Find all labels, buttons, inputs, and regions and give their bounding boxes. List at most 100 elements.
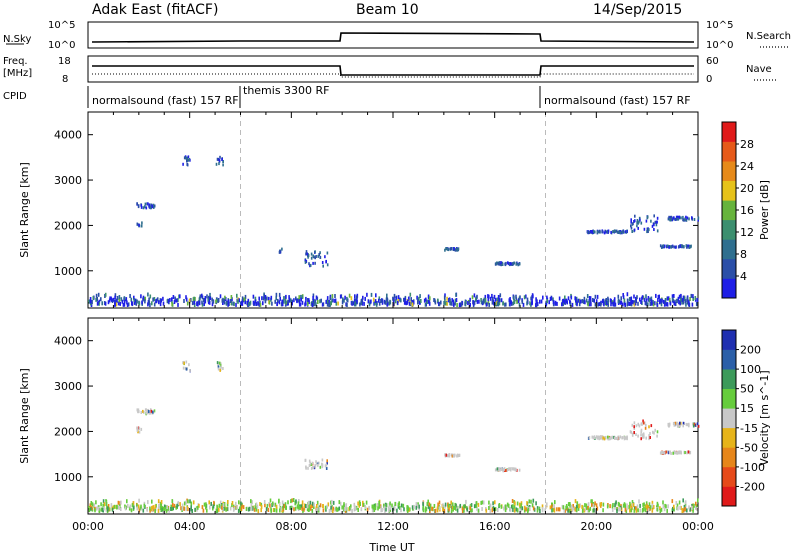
ground-scatter-point [165, 508, 168, 513]
echo-point [500, 467, 503, 471]
ground-scatter-point [628, 297, 631, 301]
ground-scatter-point [341, 505, 343, 510]
ground-scatter-point [424, 508, 427, 513]
ground-scatter-point [348, 293, 351, 298]
ground-scatter-point [170, 504, 173, 509]
ground-scatter-point [693, 503, 695, 508]
colorbar-segment [722, 369, 736, 389]
ground-scatter-point [692, 507, 694, 512]
ground-scatter-point [355, 295, 358, 300]
echo-point [137, 426, 140, 430]
ground-scatter-point [91, 502, 94, 507]
nsky-top-tick: 10^5 [48, 20, 75, 31]
ground-scatter-point [652, 302, 655, 307]
ground-scatter-point [202, 508, 205, 513]
ground-scatter-point [406, 507, 408, 512]
colorbar-segment [722, 408, 736, 429]
echo-point [503, 467, 505, 471]
ground-scatter-point [128, 506, 131, 511]
ground-scatter-point [532, 506, 535, 511]
echo-point [222, 160, 224, 163]
echo-point [638, 216, 641, 220]
echo-point [186, 156, 188, 160]
ground-scatter-point [278, 292, 281, 297]
ground-scatter-point [371, 504, 374, 509]
ground-scatter-point [275, 296, 277, 301]
ground-scatter-point [536, 506, 539, 511]
ground-scatter-point [697, 498, 699, 503]
colorbar-label: Velocity [m s^-1] [758, 370, 771, 465]
echo-point [667, 451, 670, 455]
echo-point [624, 437, 626, 440]
ground-scatter-point [623, 301, 626, 306]
ground-scatter-point [183, 506, 185, 511]
ground-scatter-point [185, 297, 188, 302]
ground-scatter-point [294, 506, 297, 511]
ground-scatter-point [190, 501, 193, 506]
ground-scatter-point [645, 501, 648, 506]
ground-scatter-point [98, 301, 100, 306]
ground-scatter-point [572, 504, 574, 508]
ground-scatter-point [342, 297, 344, 302]
ground-scatter-point [575, 508, 578, 513]
ground-scatter-point [284, 505, 287, 510]
ground-scatter-point [513, 505, 516, 509]
ground-scatter-point [662, 504, 665, 509]
ground-scatter-point [100, 297, 102, 302]
x-tick-label: 04:00 [174, 520, 206, 533]
y-tick-label: 4000 [54, 335, 82, 348]
ground-scatter-point [604, 301, 607, 306]
ground-scatter-point [238, 507, 241, 512]
ground-scatter-point [170, 507, 172, 511]
ground-scatter-point [590, 499, 592, 504]
ground-scatter-point [301, 295, 304, 300]
echo-point [673, 450, 676, 454]
echo-point [676, 215, 679, 219]
ground-scatter-point [317, 300, 319, 304]
ground-scatter-point [203, 298, 205, 302]
echo-point [682, 218, 684, 222]
ground-scatter-point [273, 508, 276, 513]
echo-point [604, 229, 606, 233]
echo-point [675, 451, 678, 455]
ground-scatter-point [454, 298, 457, 303]
echo-point [668, 217, 671, 221]
ground-scatter-point [96, 297, 98, 301]
echo-point [183, 156, 186, 160]
ground-scatter-point [518, 502, 521, 507]
freq-trace [92, 65, 694, 76]
echo-point [615, 229, 618, 233]
colorbar-segment [722, 278, 736, 299]
echo-point [186, 163, 189, 167]
ground-scatter-point [521, 299, 524, 304]
echo-point [640, 433, 642, 437]
ground-scatter-point [165, 505, 167, 510]
ground-scatter-point [686, 508, 688, 513]
ground-scatter-point [250, 506, 253, 511]
y-axis-label: Slant Range [km] [18, 162, 31, 258]
ground-scatter-point [238, 500, 240, 505]
y-axis-label: Slant Range [km] [18, 368, 31, 464]
ground-scatter-point [624, 507, 627, 512]
ground-scatter-point [683, 296, 686, 301]
ground-scatter-point [291, 498, 293, 503]
ground-scatter-point [312, 293, 315, 298]
ground-scatter-point [497, 295, 500, 299]
echo-point [637, 221, 639, 225]
echo-point [665, 450, 667, 454]
ground-scatter-point [111, 507, 114, 512]
echo-point [217, 363, 219, 367]
ground-scatter-point [121, 299, 124, 304]
ground-scatter-point [359, 502, 361, 506]
nsearch-top-tick: 10^5 [706, 20, 733, 31]
ground-scatter-point [316, 507, 318, 512]
ground-scatter-point [138, 301, 141, 306]
ground-scatter-point [380, 508, 382, 513]
ground-scatter-point [488, 506, 490, 510]
echo-point [673, 245, 675, 249]
ground-scatter-point [406, 300, 408, 305]
ground-scatter-point [471, 508, 473, 513]
echo-point [182, 366, 185, 370]
ground-scatter-point [295, 499, 297, 504]
echo-point [692, 424, 695, 428]
